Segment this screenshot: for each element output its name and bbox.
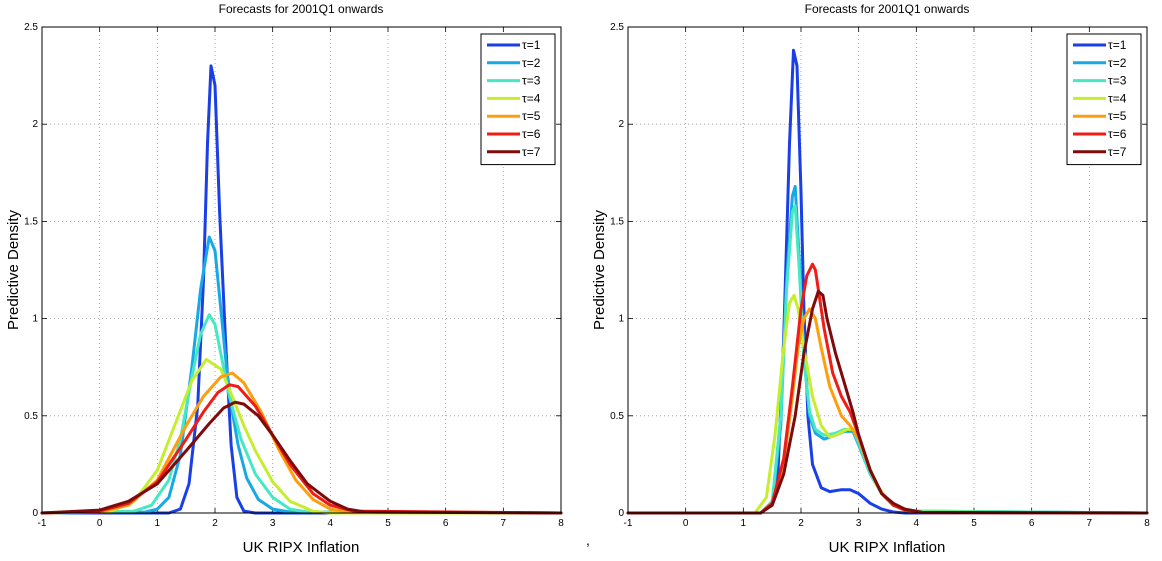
right-legend: τ=1 τ=2 τ=3 τ=4 τ=5 τ=6 τ=7 (1066, 33, 1142, 166)
left-chart-title: Forecasts for 2001Q1 onwards (219, 2, 384, 16)
left-x-tick-label: 8 (558, 518, 564, 529)
left-legend-label-tau-7: τ=7 (522, 145, 541, 159)
left-series-line-tau-6 (40, 383, 563, 515)
right-y-tick-label: 1 (618, 314, 624, 325)
right-series-line-tau-6 (626, 262, 1149, 515)
left-x-tick-label: 0 (97, 518, 103, 529)
right-chart-title: Forecasts for 2001Q1 onwards (805, 2, 970, 16)
right-x-tick-label: 6 (1029, 518, 1035, 529)
right-x-tick-label: 3 (856, 518, 862, 529)
left-series-line-tau-5 (40, 371, 563, 515)
right-series-line-tau-4 (626, 293, 1149, 515)
right-legend-label-tau-6: τ=6 (1108, 127, 1127, 141)
left-series-line-tau-1 (40, 64, 563, 515)
left-x-tick-label: 1 (155, 518, 161, 529)
right-y-axis-label: Predictive Density (591, 209, 608, 330)
left-legend: τ=1 τ=2 τ=3 τ=4 τ=5 τ=6 τ=7 (480, 33, 556, 166)
right-y-tick-label: 0 (618, 508, 624, 519)
left-x-tick-label: 6 (443, 518, 449, 529)
right-legend-label-tau-4: τ=4 (1108, 91, 1127, 105)
left-x-axis-label: UK RIPX Inflation (243, 539, 360, 556)
right-x-tick-label: 7 (1087, 518, 1093, 529)
left-series-line-tau-4 (40, 357, 563, 515)
right-legend-label-tau-5: τ=5 (1108, 109, 1127, 123)
right-legend-label-tau-1: τ=1 (1108, 38, 1127, 52)
left-legend-label-tau-1: τ=1 (522, 38, 541, 52)
left-series-line-tau-2 (40, 235, 563, 515)
right-series-line-tau-2 (626, 184, 1149, 515)
left-y-axis-label: Predictive Density (5, 209, 22, 330)
left-x-tick-label: 5 (385, 518, 391, 529)
right-x-axis-label: UK RIPX Inflation (829, 539, 946, 556)
right-series-line-tau-3 (626, 204, 1149, 515)
left-x-tick-label: 4 (328, 518, 334, 529)
left-series-line-tau-3 (40, 313, 563, 515)
left-y-tick-label: 1 (32, 314, 38, 325)
left-y-tick-label: 2.5 (24, 22, 38, 33)
right-axes-frame (627, 26, 1148, 514)
right-legend-label-tau-7: τ=7 (1108, 145, 1127, 159)
right-y-tick-label: 2 (618, 119, 624, 130)
left-legend-label-tau-2: τ=2 (522, 56, 541, 70)
right-y-tick-label: 2.5 (610, 22, 624, 33)
left-legend-label-tau-3: τ=3 (522, 74, 541, 88)
right-x-tick-label: 8 (1144, 518, 1150, 529)
right-y-tick-label: 1.5 (610, 216, 624, 227)
left-legend-label-tau-6: τ=6 (522, 127, 541, 141)
left-x-tick-label: -1 (38, 518, 47, 529)
right-series-line-tau-7 (626, 289, 1149, 515)
right-y-tick-label: 0.5 (610, 411, 624, 422)
right-x-tick-label: 0 (683, 518, 689, 529)
left-series-line-tau-7 (40, 400, 563, 515)
left-chart-panel: Forecasts for 2001Q1 onwards UK RIPX Inf… (5, 2, 564, 556)
left-x-tick-label: 3 (270, 518, 276, 529)
left-y-tick-label: 0.5 (24, 411, 38, 422)
left-y-tick-label: 2 (32, 119, 38, 130)
right-x-tick-label: 1 (741, 518, 747, 529)
right-chart-panel: Forecasts for 2001Q1 onwards UK RIPX Inf… (591, 2, 1150, 556)
right-x-tick-label: 2 (798, 518, 804, 529)
right-series-line-tau-5 (626, 307, 1149, 515)
left-legend-label-tau-5: τ=5 (522, 109, 541, 123)
left-y-tick-label: 0 (32, 508, 38, 519)
separator-comma: , (586, 532, 590, 548)
right-legend-label-tau-3: τ=3 (1108, 74, 1127, 88)
left-legend-label-tau-4: τ=4 (522, 91, 541, 105)
right-x-tick-label: -1 (624, 518, 633, 529)
left-x-tick-label: 2 (212, 518, 218, 529)
right-x-tick-label: 5 (971, 518, 977, 529)
left-y-tick-label: 1.5 (24, 216, 38, 227)
right-x-tick-label: 4 (914, 518, 920, 529)
left-axes-frame (41, 26, 562, 514)
right-legend-label-tau-2: τ=2 (1108, 56, 1127, 70)
left-x-tick-label: 7 (501, 518, 507, 529)
